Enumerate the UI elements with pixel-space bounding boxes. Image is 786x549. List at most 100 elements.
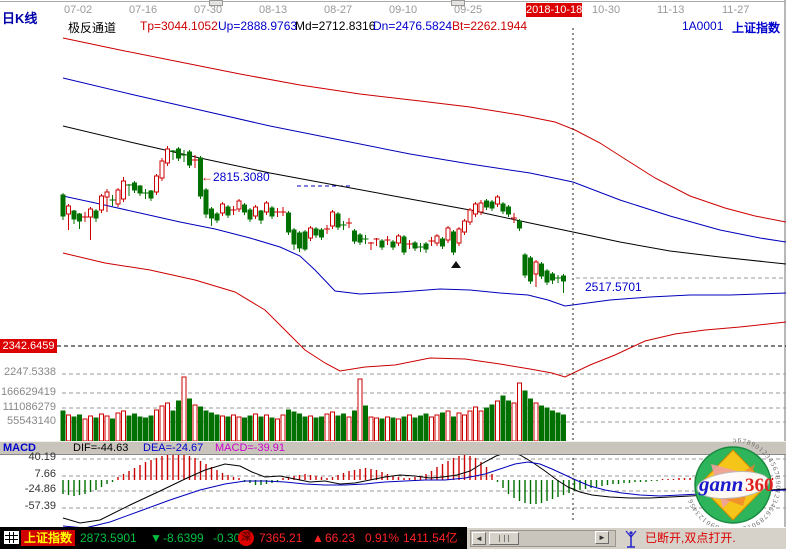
last-price-label: 2517.5701: [585, 280, 642, 294]
candle: [500, 203, 506, 212]
volume-bar: [275, 418, 280, 442]
splitter-handle-icon[interactable]: [209, 0, 223, 6]
volume-bar: [418, 415, 423, 442]
connection-status-text[interactable]: 已断开,双点打开.: [645, 531, 736, 545]
volume-bar: [264, 414, 269, 442]
volume-bar: [539, 405, 544, 442]
volume-bar: [308, 415, 313, 442]
volume-bar: [555, 412, 561, 442]
volume-bar: [401, 416, 407, 442]
indicator-name[interactable]: 极反通道: [68, 21, 117, 35]
macd-axis-label: 7.66: [34, 468, 56, 480]
volume-bar: [115, 412, 121, 442]
volume-bar: [462, 414, 467, 442]
kline-period-label[interactable]: 日K线: [2, 11, 38, 26]
candle: [60, 194, 66, 217]
date-tick-highlighted: 2018-10-18: [526, 3, 583, 17]
candle: [539, 263, 544, 277]
date-tick: 11-13: [657, 4, 685, 16]
candle: [286, 212, 291, 233]
volume-bar: [143, 417, 148, 442]
status-sz-change: 66.23: [325, 531, 356, 545]
volume-bar: [225, 416, 231, 442]
candle: [115, 189, 121, 205]
volume-bar: [445, 410, 451, 442]
macd-panel-title[interactable]: MACD: [3, 442, 36, 454]
volume-bar: [440, 412, 445, 442]
candle: [264, 202, 269, 213]
candle: [533, 261, 539, 275]
volume-bar: [385, 416, 390, 442]
candle: [528, 257, 533, 282]
volume-bar: [517, 382, 522, 442]
volume-bar: [484, 407, 489, 442]
candle: [390, 241, 396, 248]
candle: [462, 220, 467, 233]
candle: [121, 180, 126, 200]
volume-bar: [511, 402, 517, 442]
shenzhen-badge-icon[interactable]: 深: [238, 530, 254, 546]
volume-bar: [121, 410, 126, 442]
symbol-code: 1A0001: [682, 19, 724, 33]
candle: [159, 160, 165, 179]
scroll-left-button[interactable]: ◄: [472, 532, 486, 545]
candle: [313, 228, 319, 236]
volume-bar: [253, 413, 258, 442]
candle: [93, 210, 99, 219]
volume-bar: [506, 400, 511, 442]
volume-bar: [99, 413, 104, 442]
scroll-thumb[interactable]: [489, 532, 519, 545]
volume-bar: [154, 409, 159, 442]
candle: [440, 238, 445, 247]
gann360-logo[interactable]: 5678901234567890123456789012345678901234…: [683, 438, 783, 533]
volume-bar: [291, 411, 297, 442]
candle: [253, 206, 258, 217]
logo-gann-text: gann: [698, 472, 743, 496]
volume-bar: [77, 414, 82, 442]
volume-bar: [176, 400, 181, 442]
candle: [209, 208, 214, 219]
triangle-marker-icon: [451, 261, 461, 268]
scroll-right-button[interactable]: ►: [595, 531, 609, 544]
volume-bar: [396, 418, 401, 442]
candle: [104, 191, 110, 198]
macd-dea-value: DEA=-24.67: [143, 442, 204, 454]
volume-bar: [148, 415, 154, 442]
candle: [203, 189, 209, 215]
date-tick: 10-30: [592, 4, 621, 16]
candle: [269, 207, 275, 217]
candle: [396, 235, 401, 244]
candle: [242, 204, 247, 213]
volume-bar: [165, 402, 170, 442]
status-symbol-badge[interactable]: 上证指数: [21, 530, 76, 546]
table-icon[interactable]: [4, 531, 19, 544]
macd-axis-label: -57.39: [24, 500, 56, 512]
volume-bar: [561, 414, 566, 442]
volume-bar: [352, 410, 357, 442]
candle: [176, 148, 181, 159]
volume-bar: [346, 416, 352, 442]
candle: [561, 275, 566, 282]
volume-bar: [473, 406, 478, 442]
candle: [302, 231, 308, 250]
status-change-pct: -0.30: [213, 531, 241, 545]
horizontal-scrollbar[interactable]: ◄: [470, 530, 616, 547]
volume-bar: [522, 390, 528, 442]
macd-axis-label: 40.19: [28, 451, 56, 463]
volume-bar: [231, 414, 236, 442]
status-price: 2873.5901: [80, 531, 137, 545]
volume-bar: [456, 412, 462, 442]
volume-bar: [297, 413, 302, 442]
indicator-bt-value: Bt=2262.1944: [452, 19, 528, 33]
volume-bar: [451, 416, 456, 442]
candle: [132, 182, 137, 191]
candle: [88, 208, 93, 218]
splitter-handle-icon[interactable]: [451, 0, 465, 6]
macd-panel-header[interactable]: MACD DIF=-44.63 DEA=-24.67 MACD=-39.91: [0, 441, 786, 455]
volume-bar: [220, 415, 225, 442]
volume-bar: [192, 404, 198, 442]
antenna-icon[interactable]: [623, 529, 639, 548]
volume-bar: [88, 415, 93, 442]
